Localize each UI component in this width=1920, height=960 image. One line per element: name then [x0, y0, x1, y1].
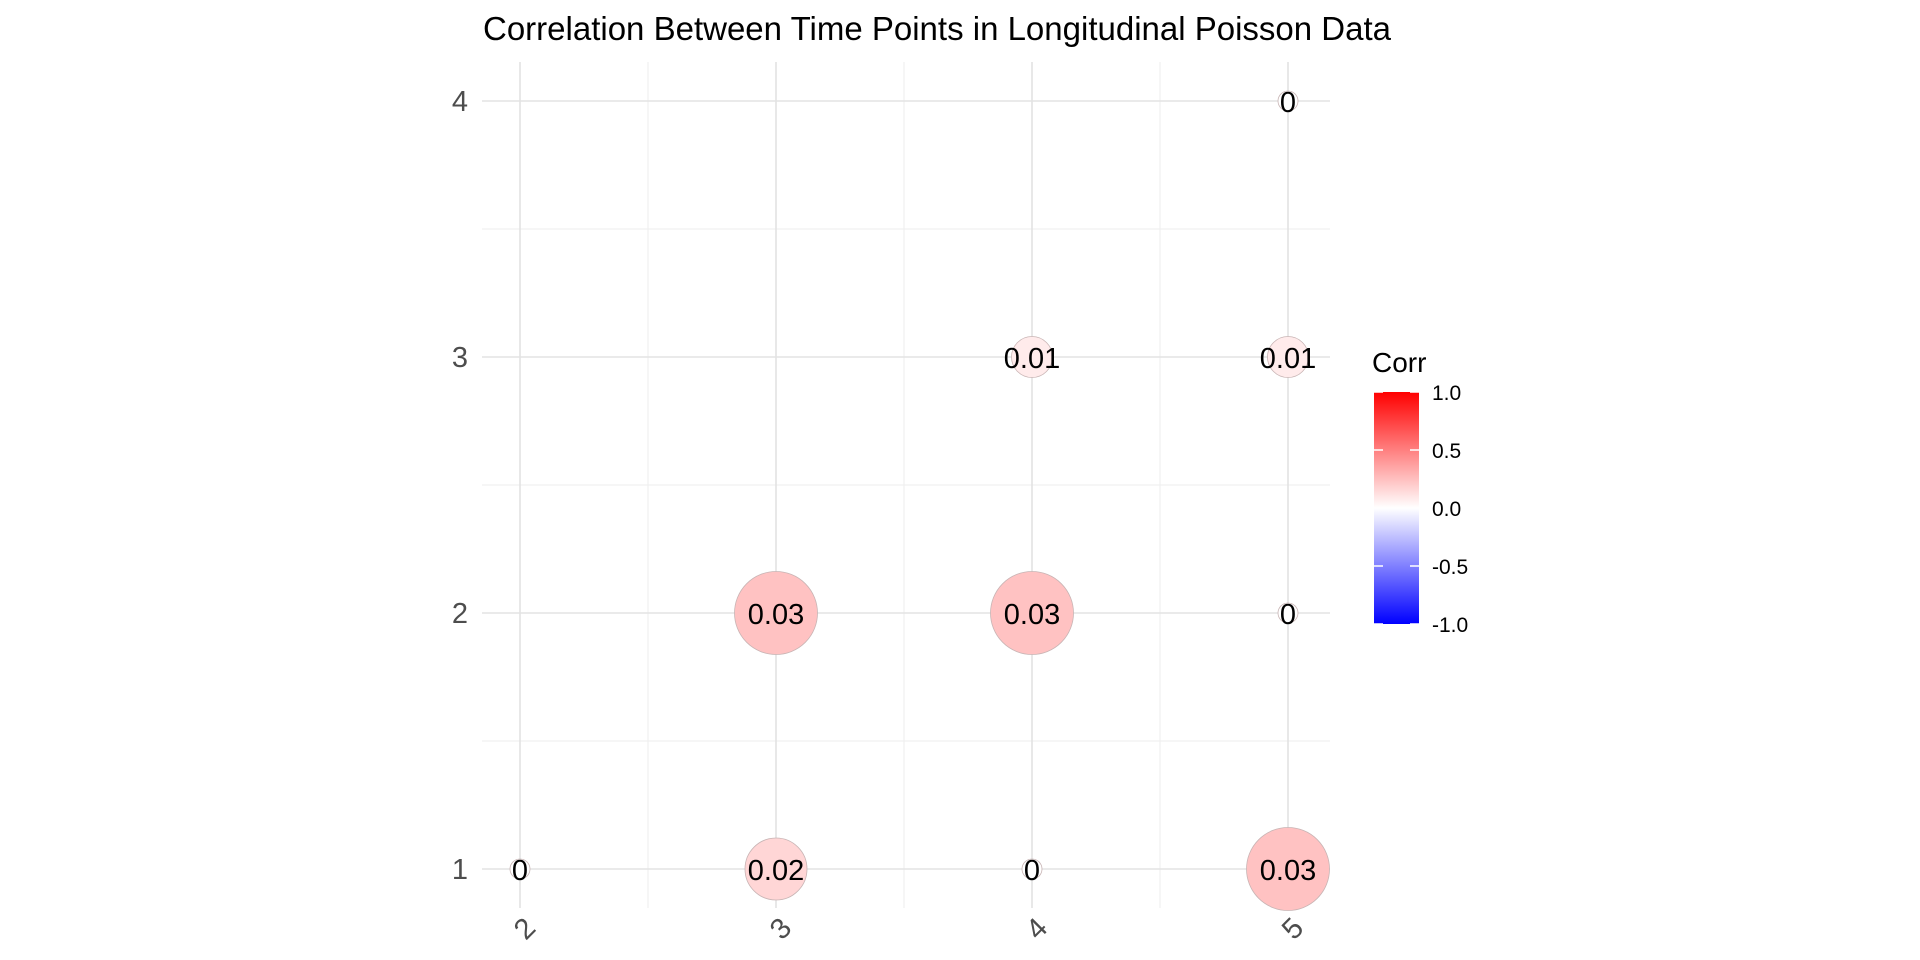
corr-cell-circle	[1277, 602, 1299, 624]
x-axis-ticks: 2 3 4 5	[508, 912, 1310, 946]
legend-tick-label: -0.5	[1432, 556, 1468, 579]
grid	[482, 62, 1330, 908]
corr-cell-circle	[1267, 336, 1309, 378]
x-tick-label: 4	[1020, 912, 1054, 946]
y-tick-label: 2	[452, 598, 468, 630]
y-tick-label: 4	[452, 86, 468, 118]
legend-tick-label: 0.5	[1432, 440, 1461, 463]
corr-cell-label: 0.01	[1004, 343, 1060, 375]
corr-cell-label: 0.03	[748, 599, 804, 631]
corr-cell-label: 0.01	[1260, 343, 1316, 375]
legend-tick-label: 1.0	[1432, 382, 1461, 405]
corr-cell-circle	[509, 858, 531, 880]
corr-cell-label: 0	[512, 855, 528, 887]
x-tick-label: 3	[764, 912, 798, 946]
corr-cell-circle	[744, 837, 808, 901]
corr-cell-circle	[1021, 858, 1043, 880]
legend-title: Corr	[1372, 347, 1426, 378]
chart-title: Correlation Between Time Points in Longi…	[483, 10, 1392, 47]
y-axis-ticks: 1 2 3 4	[452, 86, 468, 886]
x-tick-label: 2	[508, 912, 542, 946]
corr-cell-circle	[1246, 827, 1330, 911]
corr-cell-circle	[990, 571, 1074, 655]
legend-tick-label: 0.0	[1432, 498, 1461, 521]
corr-cell-label: 0.03	[1260, 855, 1316, 887]
corr-cell-label: 0	[1280, 599, 1296, 631]
legend-tick-label: -1.0	[1432, 614, 1468, 637]
corr-cell-label: 0.02	[748, 855, 804, 887]
y-tick-label: 1	[452, 854, 468, 886]
y-tick-label: 3	[452, 342, 468, 374]
corr-cell-circle	[1011, 336, 1053, 378]
legend-ticks: 1.0 0.5 0.0 -0.5 -1.0	[1374, 382, 1468, 637]
corr-cell-label: 0	[1280, 87, 1296, 119]
color-legend: Corr 1.0 0.5 0.0 -0.5 -1.0	[1372, 347, 1468, 637]
corr-cell-label: 0.03	[1004, 599, 1060, 631]
corr-cell-label: 0	[1024, 855, 1040, 887]
corr-cell-circle	[734, 571, 818, 655]
heatmap-cells: 0 0.02 0 0.03 0.03 0.03 0 0.01 0.01 0	[509, 87, 1330, 911]
corr-cell-circle	[1277, 90, 1299, 112]
x-tick-label: 5	[1276, 912, 1310, 946]
